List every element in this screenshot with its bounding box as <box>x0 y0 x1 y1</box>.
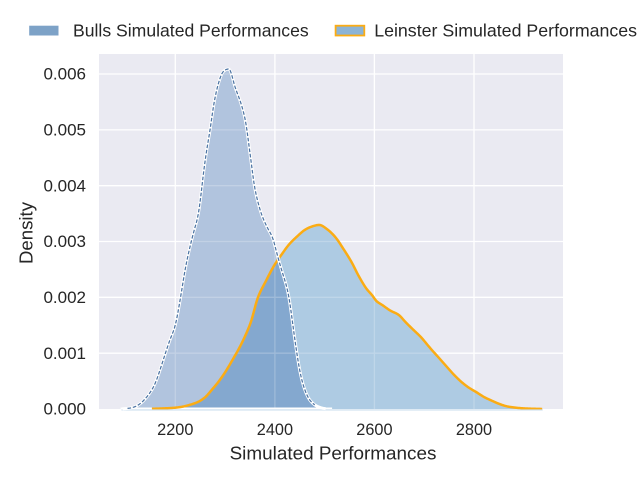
svg-text:0.001: 0.001 <box>43 344 86 363</box>
svg-text:0.004: 0.004 <box>43 176 86 195</box>
svg-text:0.000: 0.000 <box>43 400 86 419</box>
svg-text:2200: 2200 <box>157 421 193 439</box>
svg-text:Leinster Simulated Performance: Leinster Simulated Performances <box>374 21 637 41</box>
svg-text:0.005: 0.005 <box>43 121 86 140</box>
svg-text:2800: 2800 <box>456 421 492 439</box>
svg-text:0.003: 0.003 <box>43 232 86 251</box>
svg-text:0.002: 0.002 <box>43 288 86 307</box>
svg-text:2400: 2400 <box>257 421 293 439</box>
svg-text:0.006: 0.006 <box>43 65 86 84</box>
svg-text:2600: 2600 <box>356 421 392 439</box>
svg-text:Bulls Simulated Performances: Bulls Simulated Performances <box>73 21 309 41</box>
svg-text:Simulated Performances: Simulated Performances <box>230 444 437 465</box>
svg-text:Density: Density <box>16 201 37 264</box>
